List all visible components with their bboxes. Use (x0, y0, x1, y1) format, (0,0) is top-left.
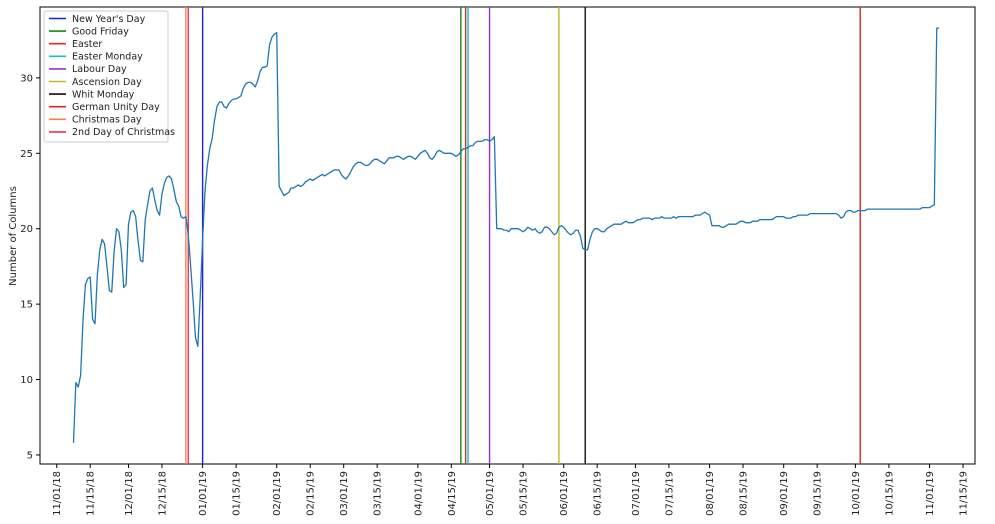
x-tick-label-24: 11/01/19 (925, 471, 936, 516)
x-tick-label-13: 05/15/19 (519, 471, 530, 516)
y-axis: 5 10 15 20 25 30 (20, 73, 40, 461)
legend-label-2: Easter (72, 39, 102, 50)
legend-label-3: Easter Monday (72, 52, 143, 63)
y-tick-label-5: 30 (20, 73, 33, 84)
x-tick-label-19: 08/15/19 (739, 471, 750, 516)
legend-label-9: 2nd Day of Christmas (72, 127, 175, 138)
plot-area (39, 6, 976, 465)
y-tick-label-4: 25 (20, 149, 33, 160)
x-tick-label-9: 03/15/19 (373, 471, 384, 516)
x-axis: 11/01/18 11/15/18 12/01/18 12/15/18 01/01/19… (52, 464, 970, 516)
y-tick-label-2: 15 (20, 300, 33, 311)
x-tick-label-20: 09/01/19 (779, 471, 790, 516)
x-tick-label-8: 03/01/19 (339, 471, 350, 516)
y-tick-label-1: 10 (20, 375, 33, 386)
y-tick-label-3: 20 (20, 224, 33, 235)
legend-label-5: Ascension Day (72, 77, 142, 88)
x-tick-label-0: 11/01/18 (52, 471, 63, 516)
x-tick-label-2: 12/01/18 (124, 471, 135, 516)
x-tick-label-5: 01/15/19 (232, 471, 243, 516)
x-tick-label-11: 04/15/19 (447, 471, 458, 516)
y-tick-label-0: 5 (27, 450, 33, 461)
legend-label-7: German Unity Day (72, 102, 160, 113)
holiday-lines (185, 7, 861, 464)
x-tick-label-18: 08/01/19 (705, 471, 716, 516)
x-tick-label-1: 11/15/18 (86, 471, 97, 516)
x-tick-label-22: 10/01/19 (851, 471, 862, 516)
x-tick-label-17: 07/15/19 (664, 471, 675, 516)
legend-label-8: Christmas Day (72, 115, 142, 126)
legend-label-4: Labour Day (72, 64, 127, 75)
x-tick-label-21: 09/15/19 (813, 471, 824, 516)
x-tick-label-7: 02/15/19 (306, 471, 317, 516)
x-tick-label-25: 11/15/19 (959, 471, 970, 516)
legend-label-0: New Year's Day (72, 14, 146, 25)
x-tick-label-16: 07/01/19 (631, 471, 642, 516)
x-tick-label-6: 02/01/19 (272, 471, 283, 516)
x-tick-label-3: 12/15/18 (157, 471, 168, 516)
y-axis-label: Number of Columns (8, 186, 19, 286)
x-tick-label-4: 01/01/19 (198, 471, 209, 516)
x-tick-label-15: 06/15/19 (593, 471, 604, 516)
series-layer (72, 27, 940, 443)
series-line-0 (72, 27, 940, 443)
x-tick-label-23: 10/15/19 (884, 471, 895, 516)
legend-label-1: Good Friday (72, 26, 129, 37)
x-tick-label-10: 04/01/19 (413, 471, 424, 516)
legend-label-6: Whit Monday (72, 89, 135, 100)
x-tick-label-14: 06/01/19 (559, 471, 570, 516)
x-tick-label-12: 05/01/19 (485, 471, 496, 516)
legend-box (43, 10, 169, 143)
